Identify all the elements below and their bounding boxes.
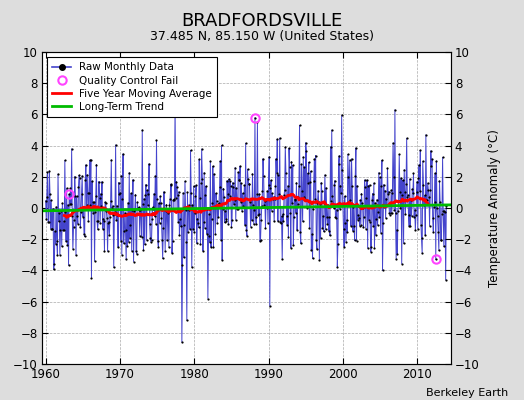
Text: 37.485 N, 85.150 W (United States): 37.485 N, 85.150 W (United States) xyxy=(150,30,374,43)
Legend: Raw Monthly Data, Quality Control Fail, Five Year Moving Average, Long-Term Tren: Raw Monthly Data, Quality Control Fail, … xyxy=(47,57,217,117)
Y-axis label: Temperature Anomaly (°C): Temperature Anomaly (°C) xyxy=(488,129,501,287)
Text: BRADFORDSVILLE: BRADFORDSVILLE xyxy=(181,12,343,30)
Text: Berkeley Earth: Berkeley Earth xyxy=(426,388,508,398)
